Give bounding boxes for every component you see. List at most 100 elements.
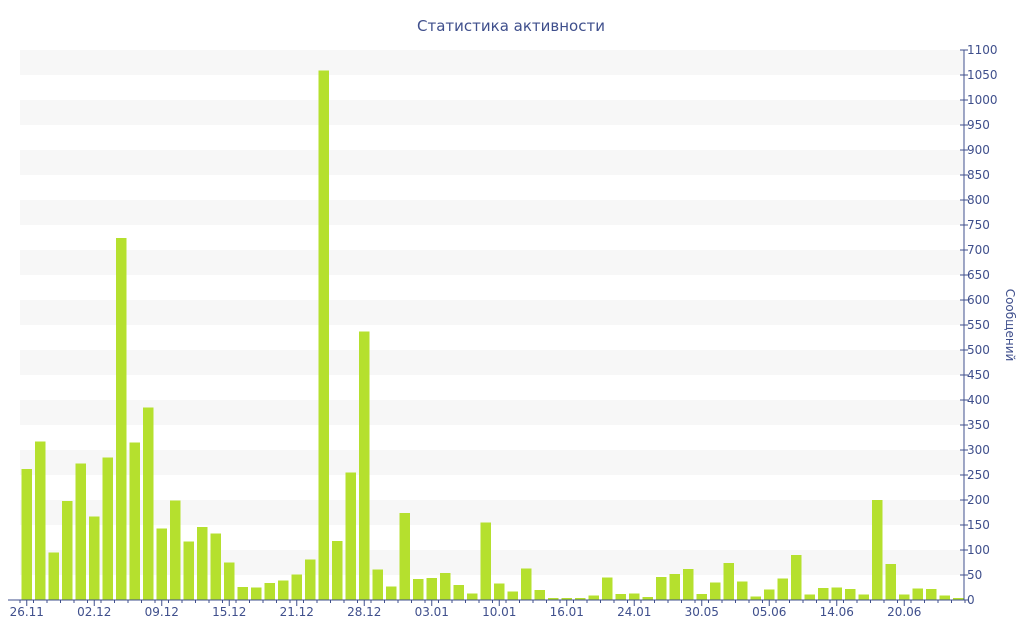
bar[interactable] — [116, 238, 127, 600]
bar[interactable] — [102, 457, 114, 601]
bar[interactable] — [413, 579, 424, 600]
y-tick-label: 1050 — [967, 68, 998, 82]
y-tick-label: 150 — [967, 518, 990, 532]
bar[interactable] — [737, 581, 748, 601]
bar[interactable] — [885, 564, 897, 600]
bar[interactable] — [602, 577, 613, 601]
bar[interactable] — [75, 463, 87, 601]
y-tick-label: 200 — [967, 493, 990, 507]
bar[interactable] — [480, 522, 492, 601]
y-tick-label: 750 — [967, 218, 990, 232]
bar[interactable] — [170, 500, 181, 601]
bar[interactable] — [710, 582, 721, 601]
y-tick-label: 900 — [967, 143, 990, 157]
bar[interactable] — [642, 597, 654, 600]
bar[interactable] — [561, 598, 573, 600]
y-tick-label: 700 — [967, 243, 990, 257]
bar[interactable] — [210, 533, 222, 601]
x-tick-label: 20.06 — [887, 605, 921, 619]
bar[interactable] — [588, 595, 600, 601]
bar[interactable] — [129, 442, 141, 601]
bar[interactable] — [386, 586, 397, 601]
bar[interactable] — [305, 559, 316, 601]
x-tick-label: 26.11 — [10, 605, 44, 619]
bar[interactable] — [656, 577, 667, 600]
grid-band — [20, 200, 964, 225]
bar[interactable] — [818, 588, 829, 600]
bar[interactable] — [467, 593, 478, 601]
bar[interactable] — [251, 587, 262, 601]
y-tick-label: 500 — [967, 343, 990, 357]
bar[interactable] — [143, 407, 154, 601]
bar[interactable] — [332, 541, 343, 600]
bar[interactable] — [426, 578, 438, 600]
y-axis: 0 50 100 150 200 250 300 350 400 450 500 550 600 650 7… — [960, 43, 998, 607]
x-tick-label: 05.06 — [752, 605, 786, 619]
bar[interactable] — [669, 574, 681, 600]
bar[interactable] — [359, 331, 370, 601]
bar[interactable] — [237, 587, 249, 600]
bar[interactable] — [804, 594, 816, 601]
bar[interactable] — [845, 589, 856, 600]
bar[interactable] — [912, 588, 924, 601]
bar[interactable] — [291, 574, 303, 601]
bar[interactable] — [21, 469, 33, 600]
bar[interactable] — [521, 568, 532, 601]
grid-band — [20, 400, 964, 425]
grid-band — [20, 250, 964, 275]
x-tick-label: 03.01 — [415, 605, 449, 619]
x-tick-label: 02.12 — [77, 605, 111, 619]
bar[interactable] — [953, 598, 964, 600]
y-tick-label: 350 — [967, 418, 990, 432]
y-tick-label: 1100 — [967, 43, 998, 57]
x-tick-label: 30.05 — [685, 605, 719, 619]
bar[interactable] — [548, 598, 559, 600]
bar[interactable] — [264, 583, 276, 600]
bar[interactable] — [629, 593, 640, 601]
bar[interactable] — [318, 70, 330, 601]
y-tick-label: 300 — [967, 443, 990, 457]
x-tick-label: 16.01 — [550, 605, 584, 619]
bar[interactable] — [696, 594, 708, 600]
bar[interactable] — [777, 578, 789, 601]
bar[interactable] — [35, 441, 46, 601]
bar[interactable] — [899, 594, 910, 601]
grid-band — [20, 350, 964, 375]
bar[interactable] — [89, 516, 100, 601]
bar[interactable] — [683, 569, 694, 600]
y-tick-label: 950 — [967, 118, 990, 132]
bar[interactable] — [345, 472, 357, 601]
bar[interactable] — [48, 552, 60, 601]
bar[interactable] — [534, 590, 546, 600]
bar[interactable] — [183, 541, 195, 601]
bar[interactable] — [750, 596, 762, 601]
bar[interactable] — [791, 555, 802, 600]
bar[interactable] — [858, 594, 870, 601]
grid-band — [20, 450, 964, 475]
bar[interactable] — [615, 594, 627, 600]
bar-series — [21, 70, 964, 601]
bar[interactable] — [399, 513, 411, 600]
bar[interactable] — [372, 569, 384, 601]
bar[interactable] — [440, 573, 451, 600]
bar[interactable] — [575, 598, 586, 600]
bar[interactable] — [723, 563, 735, 600]
y-tick-label: 1000 — [967, 93, 998, 107]
bar[interactable] — [62, 501, 73, 600]
y-tick-label: 50 — [967, 568, 982, 582]
bar[interactable] — [278, 580, 289, 601]
y-tick-label: 400 — [967, 393, 990, 407]
bar[interactable] — [926, 589, 937, 600]
bar[interactable] — [494, 583, 505, 601]
bar[interactable] — [764, 589, 775, 601]
bar[interactable] — [507, 591, 519, 601]
bar[interactable] — [156, 528, 168, 601]
bar[interactable] — [197, 527, 208, 600]
bar[interactable] — [831, 587, 843, 601]
bar[interactable] — [872, 500, 883, 600]
bar[interactable] — [939, 595, 951, 601]
bar[interactable] — [453, 585, 465, 600]
bar[interactable] — [224, 562, 235, 601]
y-axis-label: Сообщений — [1003, 289, 1017, 362]
